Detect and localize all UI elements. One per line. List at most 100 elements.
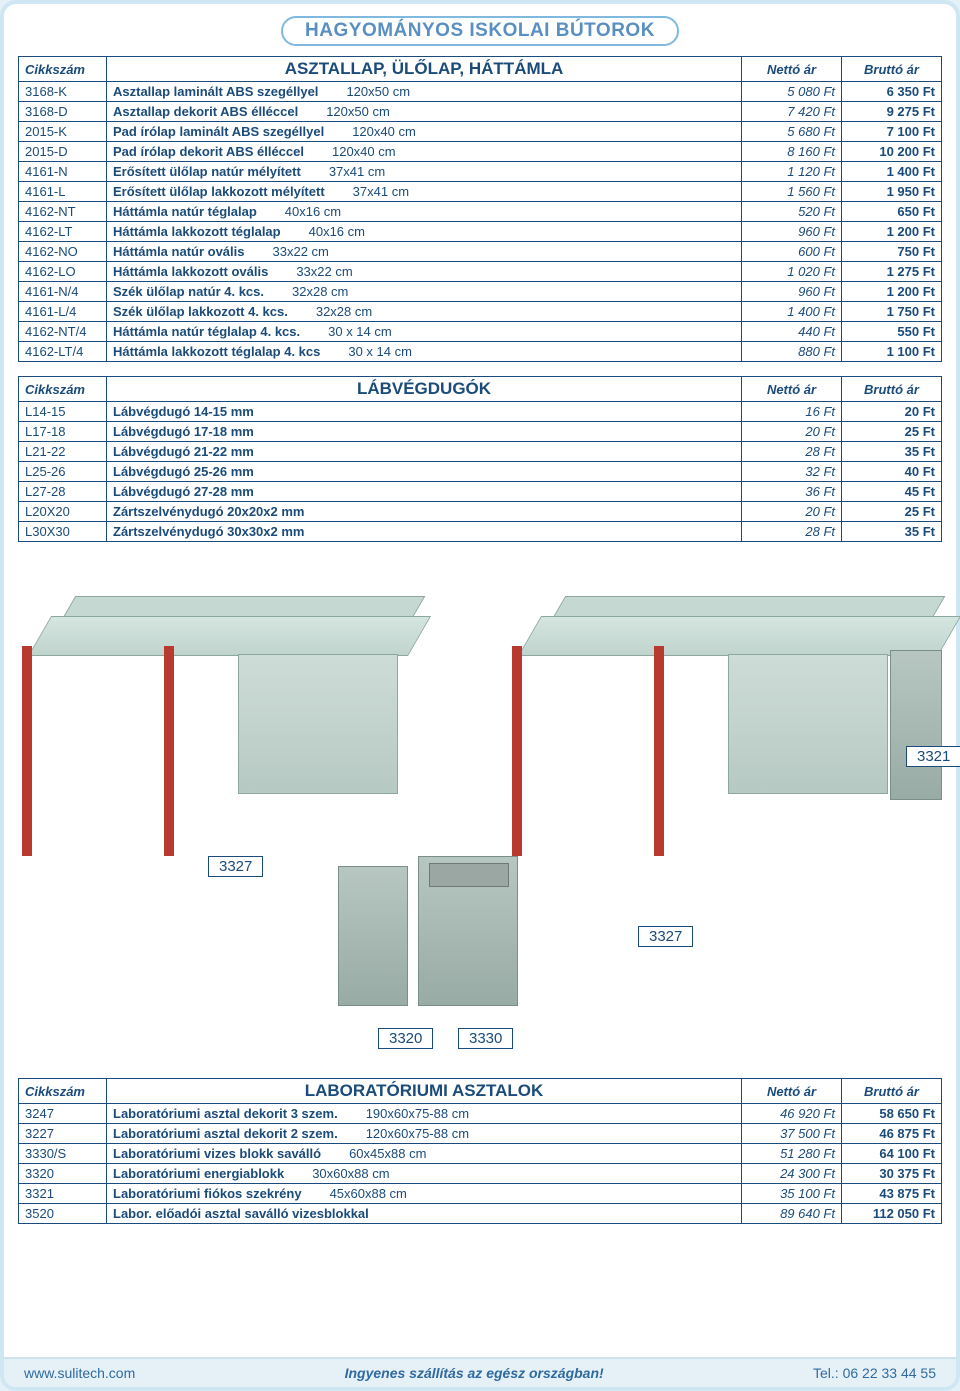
cell-gross: 550 Ft xyxy=(842,322,942,342)
table-row: L21-22Lábvégdugó 21-22 mm28 Ft35 Ft xyxy=(19,442,942,462)
cell-gross: 6 350 Ft xyxy=(842,82,942,102)
cell-desc: Háttámla lakkozott téglalap 4. kcs30 x 1… xyxy=(107,342,742,362)
product-images: 3327 3321 3327 3320 3330 xyxy=(18,556,942,1066)
cell-net: 28 Ft xyxy=(742,522,842,542)
cell-gross: 1 275 Ft xyxy=(842,262,942,282)
desk-3327-left xyxy=(28,596,408,846)
cell-code: 3321 xyxy=(19,1184,107,1204)
cell-net: 28 Ft xyxy=(742,442,842,462)
cell-net: 89 640 Ft xyxy=(742,1204,842,1224)
cell-code: 3168-K xyxy=(19,82,107,102)
cell-desc: Pad írólap laminált ABS szegéllyel120x40… xyxy=(107,122,742,142)
cell-desc: Laboratóriumi vizes blokk saválló60x45x8… xyxy=(107,1144,742,1164)
cell-gross: 112 050 Ft xyxy=(842,1204,942,1224)
cell-gross: 45 Ft xyxy=(842,482,942,502)
page-title: HAGYOMÁNYOS ISKOLAI BÚTOROK xyxy=(281,16,679,46)
cell-code: L17-18 xyxy=(19,422,107,442)
table1-title: ASZTALLAP, ÜLŐLAP, HÁTTÁMLA xyxy=(107,57,742,82)
cell-dim: 33x22 cm xyxy=(273,244,329,259)
label-3327-right: 3327 xyxy=(638,926,693,947)
cell-gross: 43 875 Ft xyxy=(842,1184,942,1204)
table-row: L17-18Lábvégdugó 17-18 mm20 Ft25 Ft xyxy=(19,422,942,442)
cell-code: 4162-LT/4 xyxy=(19,342,107,362)
cell-code: 2015-K xyxy=(19,122,107,142)
cell-dim: 120x40 cm xyxy=(352,124,416,139)
cell-dim: 120x40 cm xyxy=(332,144,396,159)
cell-dim: 30 x 14 cm xyxy=(348,344,412,359)
cell-dim: 30 x 14 cm xyxy=(328,324,392,339)
table-row: 3321Laboratóriumi fiókos szekrény45x60x8… xyxy=(19,1184,942,1204)
cell-gross: 1 100 Ft xyxy=(842,342,942,362)
label-3321: 3321 xyxy=(906,746,960,767)
cell-net: 36 Ft xyxy=(742,482,842,502)
cell-desc: Laboratóriumi asztal dekorit 3 szem.190x… xyxy=(107,1104,742,1124)
header: HAGYOMÁNYOS ISKOLAI BÚTOROK xyxy=(18,16,942,46)
cell-code: 4161-L xyxy=(19,182,107,202)
cell-code: 2015-D xyxy=(19,142,107,162)
cell-dim: 30x60x88 cm xyxy=(312,1166,389,1181)
cell-gross: 35 Ft xyxy=(842,522,942,542)
cell-gross: 35 Ft xyxy=(842,442,942,462)
table-row: 3320Laboratóriumi energiablokk30x60x88 c… xyxy=(19,1164,942,1184)
table2-title: LÁBVÉGDUGÓK xyxy=(107,377,742,402)
footer-phone: Tel.: 06 22 33 44 55 xyxy=(813,1365,936,1381)
table-row: 3247Laboratóriumi asztal dekorit 3 szem.… xyxy=(19,1104,942,1124)
cell-gross: 1 200 Ft xyxy=(842,222,942,242)
footer: www.sulitech.com Ingyenes szállítás az e… xyxy=(4,1357,956,1387)
cabinet-3320 xyxy=(338,866,408,1006)
col-code: Cikkszám xyxy=(19,1079,107,1104)
col-net: Nettó ár xyxy=(742,1079,842,1104)
cell-desc: Szék ülőlap lakkozott 4. kcs.32x28 cm xyxy=(107,302,742,322)
cell-net: 37 500 Ft xyxy=(742,1124,842,1144)
cell-net: 1 560 Ft xyxy=(742,182,842,202)
cell-gross: 7 100 Ft xyxy=(842,122,942,142)
cell-desc: Szék ülőlap natúr 4. kcs.32x28 cm xyxy=(107,282,742,302)
cell-net: 24 300 Ft xyxy=(742,1164,842,1184)
table-row: 4162-LTHáttámla lakkozott téglalap40x16 … xyxy=(19,222,942,242)
cell-net: 5 080 Ft xyxy=(742,82,842,102)
cell-gross: 40 Ft xyxy=(842,462,942,482)
col-code: Cikkszám xyxy=(19,57,107,82)
table-row: 4162-NOHáttámla natúr ovális33x22 cm600 … xyxy=(19,242,942,262)
col-net: Nettó ár xyxy=(742,57,842,82)
table-row: L14-15Lábvégdugó 14-15 mm16 Ft20 Ft xyxy=(19,402,942,422)
cell-desc: Asztallap dekorit ABS élléccel120x50 cm xyxy=(107,102,742,122)
label-3330: 3330 xyxy=(458,1028,513,1049)
table-row: 2015-KPad írólap laminált ABS szegéllyel… xyxy=(19,122,942,142)
cell-desc: Lábvégdugó 21-22 mm xyxy=(107,442,742,462)
col-net: Nettó ár xyxy=(742,377,842,402)
cell-net: 520 Ft xyxy=(742,202,842,222)
table-row: L27-28Lábvégdugó 27-28 mm36 Ft45 Ft xyxy=(19,482,942,502)
cell-dim: 37x41 cm xyxy=(329,164,385,179)
cell-code: 3227 xyxy=(19,1124,107,1144)
cell-code: 4161-N xyxy=(19,162,107,182)
cell-code: L25-26 xyxy=(19,462,107,482)
cell-dim: 60x45x88 cm xyxy=(349,1146,426,1161)
cell-desc: Laboratóriumi fiókos szekrény45x60x88 cm xyxy=(107,1184,742,1204)
cell-gross: 1 750 Ft xyxy=(842,302,942,322)
col-gross: Bruttó ár xyxy=(842,1079,942,1104)
cell-desc: Laboratóriumi asztal dekorit 2 szem.120x… xyxy=(107,1124,742,1144)
cell-code: 4162-LO xyxy=(19,262,107,282)
cell-desc: Háttámla lakkozott téglalap40x16 cm xyxy=(107,222,742,242)
cell-gross: 30 375 Ft xyxy=(842,1164,942,1184)
cell-net: 600 Ft xyxy=(742,242,842,262)
cell-code: L14-15 xyxy=(19,402,107,422)
cell-net: 20 Ft xyxy=(742,422,842,442)
cell-dim: 32x28 cm xyxy=(292,284,348,299)
cabinet-3330 xyxy=(418,856,518,1006)
cell-desc: Erősített ülőlap lakkozott mélyített37x4… xyxy=(107,182,742,202)
cell-gross: 750 Ft xyxy=(842,242,942,262)
cell-code: 4162-NO xyxy=(19,242,107,262)
cell-dim: 190x60x75-88 cm xyxy=(366,1106,469,1121)
col-code: Cikkszám xyxy=(19,377,107,402)
table-row: 4162-LOHáttámla lakkozott ovális33x22 cm… xyxy=(19,262,942,282)
table-row: L30X30Zártszelvénydugó 30x30x2 mm28 Ft35… xyxy=(19,522,942,542)
cell-desc: Háttámla natúr ovális33x22 cm xyxy=(107,242,742,262)
label-3320: 3320 xyxy=(378,1028,433,1049)
cell-code: 3247 xyxy=(19,1104,107,1124)
cell-code: 3168-D xyxy=(19,102,107,122)
cell-code: 4161-L/4 xyxy=(19,302,107,322)
cell-net: 880 Ft xyxy=(742,342,842,362)
cell-net: 51 280 Ft xyxy=(742,1144,842,1164)
